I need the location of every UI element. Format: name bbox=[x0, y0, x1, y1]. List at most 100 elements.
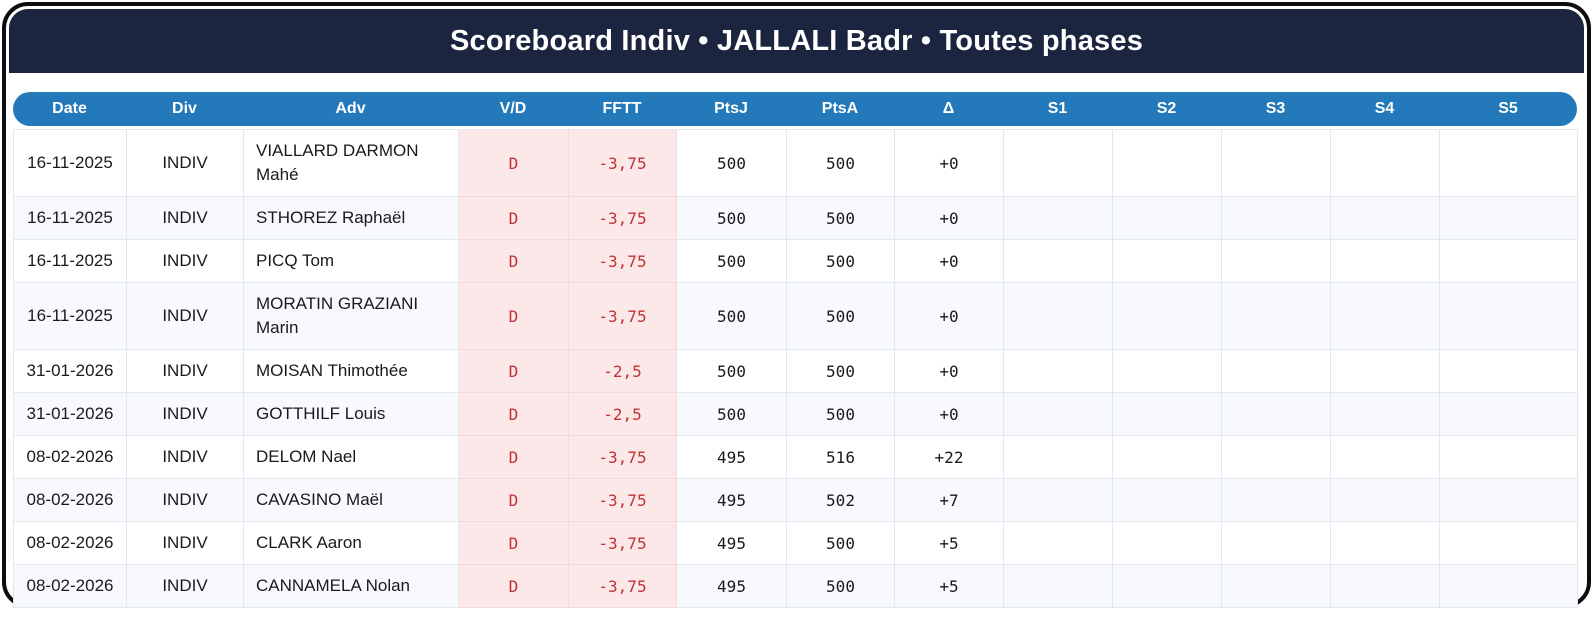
cell-ptsj: 495 bbox=[677, 565, 787, 608]
cell-s3 bbox=[1222, 522, 1331, 565]
cell-delta: +0 bbox=[895, 197, 1004, 240]
cell-vd: D bbox=[459, 283, 569, 350]
cell-s2 bbox=[1113, 130, 1222, 197]
cell-adv: GOTTHILF Louis bbox=[244, 393, 459, 436]
column-header-ptsa: PtsA bbox=[821, 100, 859, 117]
cell-delta: +0 bbox=[895, 393, 1004, 436]
cell-ptsa: 500 bbox=[787, 522, 895, 565]
cell-s5 bbox=[1440, 565, 1578, 608]
cell-s2 bbox=[1113, 350, 1222, 393]
column-header-div: Div bbox=[172, 100, 197, 117]
cell-date: 08-02-2026 bbox=[14, 522, 127, 565]
cell-s3 bbox=[1222, 283, 1331, 350]
cell-div: INDIV bbox=[127, 393, 244, 436]
table-row: 16-11-2025 INDIV STHOREZ Raphaël D -3,75 500 5… bbox=[14, 197, 1578, 240]
cell-s1 bbox=[1004, 479, 1113, 522]
cell-s1 bbox=[1004, 240, 1113, 283]
cell-vd: D bbox=[459, 240, 569, 283]
scoreboard-card: Scoreboard Indiv • JALLALI Badr • Toutes… bbox=[2, 2, 1591, 608]
cell-div: INDIV bbox=[127, 197, 244, 240]
cell-ptsa: 502 bbox=[787, 479, 895, 522]
cell-fftt: -2,5 bbox=[569, 393, 677, 436]
cell-adv: CAVASINO Maël bbox=[244, 479, 459, 522]
cell-adv: MORATIN GRAZIANI Marin bbox=[244, 283, 459, 350]
column-header-s1: S1 bbox=[1047, 100, 1068, 117]
cell-div: INDIV bbox=[127, 522, 244, 565]
cell-s1 bbox=[1004, 522, 1113, 565]
cell-s1 bbox=[1004, 350, 1113, 393]
cell-ptsj: 500 bbox=[677, 393, 787, 436]
cell-s2 bbox=[1113, 436, 1222, 479]
cell-s3 bbox=[1222, 240, 1331, 283]
cell-s1 bbox=[1004, 393, 1113, 436]
cell-s4 bbox=[1331, 283, 1440, 350]
cell-ptsj: 500 bbox=[677, 130, 787, 197]
cell-s5 bbox=[1440, 350, 1578, 393]
table-row: 16-11-2025 INDIV MORATIN GRAZIANI Marin D -3… bbox=[14, 283, 1578, 350]
cell-ptsj: 500 bbox=[677, 240, 787, 283]
column-header-date: Date bbox=[52, 100, 87, 117]
cell-ptsa: 500 bbox=[787, 283, 895, 350]
cell-s4 bbox=[1331, 197, 1440, 240]
cell-s5 bbox=[1440, 479, 1578, 522]
cell-fftt: -3,75 bbox=[569, 436, 677, 479]
cell-s1 bbox=[1004, 436, 1113, 479]
cell-fftt: -3,75 bbox=[569, 130, 677, 197]
cell-delta: +0 bbox=[895, 130, 1004, 197]
cell-div: INDIV bbox=[127, 565, 244, 608]
cell-fftt: -3,75 bbox=[569, 565, 677, 608]
cell-adv: VIALLARD DARMON Mahé bbox=[244, 130, 459, 197]
cell-adv: CLARK Aaron bbox=[244, 522, 459, 565]
cell-s1 bbox=[1004, 283, 1113, 350]
cell-s5 bbox=[1440, 283, 1578, 350]
column-header-s5: S5 bbox=[1498, 100, 1518, 117]
cell-s1 bbox=[1004, 197, 1113, 240]
cell-s5 bbox=[1440, 522, 1578, 565]
cell-date: 16-11-2025 bbox=[14, 130, 127, 197]
cell-delta: +0 bbox=[895, 283, 1004, 350]
column-header-ptsj: PtsJ bbox=[714, 100, 748, 117]
table-header-row: Date Div Adv V/D FFTT PtsJ PtsA Δ S1 S2 S3 S4 S5 bbox=[13, 92, 1577, 126]
table-row: 16-11-2025 INDIV VIALLARD DARMON Mahé D -3,7… bbox=[14, 130, 1578, 197]
cell-s4 bbox=[1331, 240, 1440, 283]
cell-date: 08-02-2026 bbox=[14, 479, 127, 522]
cell-s4 bbox=[1331, 436, 1440, 479]
cell-s4 bbox=[1331, 393, 1440, 436]
table-row: 08-02-2026 INDIV DELOM Nael D -3,75 495 516 +22 bbox=[14, 436, 1578, 479]
cell-s4 bbox=[1331, 565, 1440, 608]
cell-ptsj: 500 bbox=[677, 350, 787, 393]
column-header-delta: Δ bbox=[942, 100, 955, 117]
cell-s3 bbox=[1222, 565, 1331, 608]
cell-div: INDIV bbox=[127, 436, 244, 479]
title-bar: Scoreboard Indiv • JALLALI Badr • Toutes… bbox=[9, 9, 1584, 73]
cell-date: 16-11-2025 bbox=[14, 197, 127, 240]
cell-div: INDIV bbox=[127, 350, 244, 393]
page-title: Scoreboard Indiv • JALLALI Badr • Toutes… bbox=[449, 24, 1144, 57]
cell-fftt: -3,75 bbox=[569, 283, 677, 350]
cell-vd: D bbox=[459, 393, 569, 436]
cell-s2 bbox=[1113, 565, 1222, 608]
cell-ptsa: 500 bbox=[787, 240, 895, 283]
cell-s1 bbox=[1004, 130, 1113, 197]
table-row: 08-02-2026 INDIV CANNAMELA Nolan D -3,75 495 5… bbox=[14, 565, 1578, 608]
cell-fftt: -3,75 bbox=[569, 479, 677, 522]
cell-s4 bbox=[1331, 522, 1440, 565]
cell-delta: +5 bbox=[895, 565, 1004, 608]
cell-ptsj: 500 bbox=[677, 283, 787, 350]
cell-vd: D bbox=[459, 565, 569, 608]
cell-date: 16-11-2025 bbox=[14, 240, 127, 283]
cell-div: INDIV bbox=[127, 283, 244, 350]
cell-vd: D bbox=[459, 436, 569, 479]
cell-div: INDIV bbox=[127, 240, 244, 283]
cell-vd: D bbox=[459, 350, 569, 393]
cell-s5 bbox=[1440, 197, 1578, 240]
cell-ptsa: 500 bbox=[787, 393, 895, 436]
table-body: 16-11-2025 INDIV VIALLARD DARMON Mahé D -3,7… bbox=[13, 129, 1578, 608]
cell-ptsa: 516 bbox=[787, 436, 895, 479]
cell-s3 bbox=[1222, 436, 1331, 479]
cell-s5 bbox=[1440, 240, 1578, 283]
cell-adv: PICQ Tom bbox=[244, 240, 459, 283]
column-header-s2: S2 bbox=[1156, 100, 1177, 117]
cell-s5 bbox=[1440, 130, 1578, 197]
cell-s2 bbox=[1113, 240, 1222, 283]
